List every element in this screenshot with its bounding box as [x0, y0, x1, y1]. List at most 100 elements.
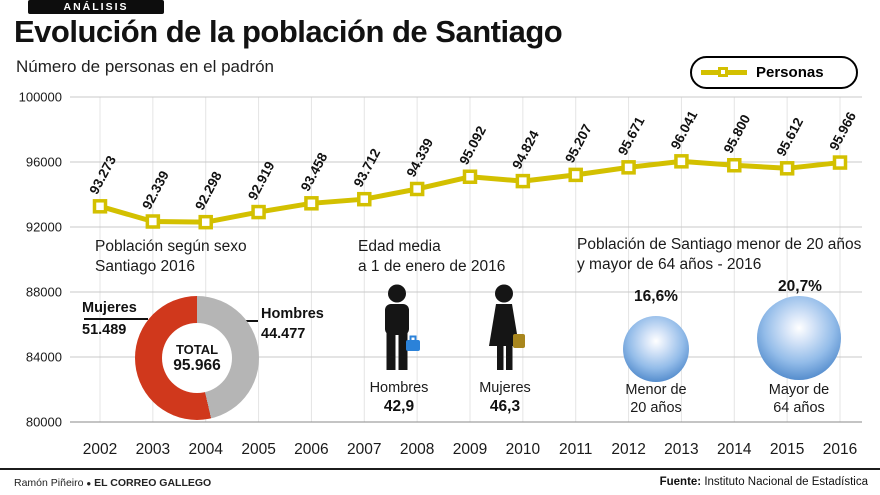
total-label: TOTAL: [175, 341, 219, 357]
y-tick-label: 92000: [26, 220, 62, 235]
data-point-marker: [515, 173, 531, 189]
footer-bullet: ●: [86, 479, 92, 488]
age-groups-title-line1: Población de Santiago menor de 20 años: [577, 236, 862, 253]
data-point-marker: [832, 155, 848, 170]
sex-donut-center: TOTAL 95.966: [162, 323, 232, 393]
mujeres-leader-line: [84, 318, 148, 320]
data-point-marker: [621, 160, 636, 175]
y-tick-label: 88000: [26, 285, 62, 300]
age-groups-title-line2: y mayor de 64 años - 2016: [577, 256, 762, 273]
over-64-label-line1: Mayor de: [768, 382, 830, 398]
age-inset-title-line2: a 1 de enero de 2016: [358, 258, 506, 275]
point-label: 95.207: [562, 122, 595, 166]
point-label: 93.712: [351, 146, 384, 190]
age-mujeres-label: Mujeres: [479, 380, 531, 396]
footer-source-value: Instituto Nacional de Estadística: [704, 476, 868, 488]
x-tick-label: 2012: [611, 441, 645, 458]
data-point-marker: [357, 191, 372, 207]
x-tick-label: 2010: [506, 441, 541, 458]
data-point-marker: [92, 199, 108, 214]
y-tick-label: 84000: [26, 350, 62, 365]
y-tick-label: 80000: [26, 415, 62, 430]
point-label: 94.339: [404, 136, 437, 180]
over-64-sphere: [757, 296, 841, 380]
bag-icon: [513, 334, 525, 348]
age-groups-inset-title: Población de Santiago menor de 20 años y…: [577, 235, 861, 275]
x-tick-label: 2013: [664, 441, 698, 458]
y-tick-label: 100000: [19, 90, 62, 105]
sex-inset-title-line2: Santiago 2016: [95, 258, 195, 275]
man-icon: [385, 284, 420, 370]
legend-line-swatch: [701, 66, 747, 77]
data-point-marker: [198, 214, 213, 230]
age-inset-title: Edad media a 1 de enero de 2016: [358, 237, 505, 277]
data-point-marker: [568, 167, 583, 183]
point-label: 95.800: [721, 112, 754, 156]
point-label: 92.919: [245, 159, 278, 203]
x-tick-label: 2003: [136, 441, 170, 458]
x-tick-label: 2015: [770, 441, 804, 458]
mujeres-label: Mujeres: [82, 300, 137, 316]
x-tick-label: 2011: [559, 441, 592, 458]
footer-author: Ramón Piñeiro: [14, 477, 84, 489]
data-point-marker: [304, 196, 319, 211]
x-tick-label: 2006: [294, 441, 328, 458]
point-label: 94.824: [509, 128, 542, 172]
woman-icon: [489, 284, 525, 370]
data-point-marker: [409, 181, 425, 197]
page-subtitle: Número de personas en el padrón: [16, 57, 274, 76]
footer-brand: EL CORREO GALLEGO: [94, 477, 212, 489]
age-hombres-value: 42,9: [383, 398, 415, 415]
point-label: 95.671: [615, 114, 648, 158]
data-point-marker: [462, 169, 478, 185]
data-point-marker: [251, 204, 266, 220]
age-hombres-label: Hombres: [369, 380, 429, 396]
over-64-label-line2: 64 años: [773, 400, 825, 416]
data-point-marker: [727, 158, 742, 173]
x-tick-label: 2002: [83, 441, 117, 458]
under-20-sphere: [623, 316, 689, 382]
y-tick-label: 96000: [26, 155, 62, 170]
hombres-value: 44.477: [261, 326, 306, 342]
page-title: Evolución de la población de Santiago: [14, 14, 563, 49]
mujeres-value: 51.489: [82, 322, 127, 338]
point-label: 92.298: [192, 169, 225, 213]
total-value: 95.966: [173, 356, 221, 374]
x-tick-label: 2008: [400, 441, 434, 458]
sex-inset-title-line1: Población según sexo: [95, 238, 247, 255]
hombres-label: Hombres: [261, 306, 324, 322]
under-20-percentage: 16,6%: [634, 288, 678, 305]
footer-divider: [0, 468, 880, 470]
point-label: 96.041: [668, 108, 701, 152]
data-point-marker: [674, 154, 689, 169]
age-inset-title-line1: Edad media: [358, 238, 441, 255]
point-label: 95.966: [826, 109, 859, 153]
briefcase-icon: [406, 340, 420, 351]
sex-inset-title: Población según sexo Santiago 2016: [95, 237, 247, 277]
under-20-label-line1: Menor de: [625, 382, 687, 398]
x-tick-label: 2007: [347, 441, 381, 458]
legend-label: Personas: [756, 64, 824, 81]
point-label: 92.339: [139, 168, 172, 212]
point-label: 93.273: [86, 153, 119, 197]
x-tick-label: 2004: [188, 441, 223, 458]
legend-square-marker-icon: [718, 66, 728, 77]
age-mujeres-value: 46,3: [489, 398, 521, 415]
x-tick-label: 2009: [453, 441, 487, 458]
footer-source-label: Fuente:: [659, 476, 702, 488]
data-point-marker: [145, 214, 161, 229]
point-label: 95.612: [774, 115, 807, 159]
point-label: 95.092: [456, 124, 489, 168]
legend: Personas: [690, 56, 858, 89]
over-64-percentage: 20,7%: [778, 278, 822, 295]
footer-credit: Ramón Piñeiro ● EL CORREO GALLEGO: [14, 477, 211, 489]
footer-source: Fuente: Instituto Nacional de Estadístic…: [660, 476, 868, 488]
under-20-label-line2: 20 años: [630, 400, 682, 416]
x-tick-label: 2005: [241, 441, 275, 458]
hombres-leader-line: [240, 320, 258, 322]
data-point-marker: [779, 161, 795, 176]
section-badge: ANÁLISIS: [28, 0, 164, 14]
x-tick-label: 2016: [823, 441, 857, 458]
